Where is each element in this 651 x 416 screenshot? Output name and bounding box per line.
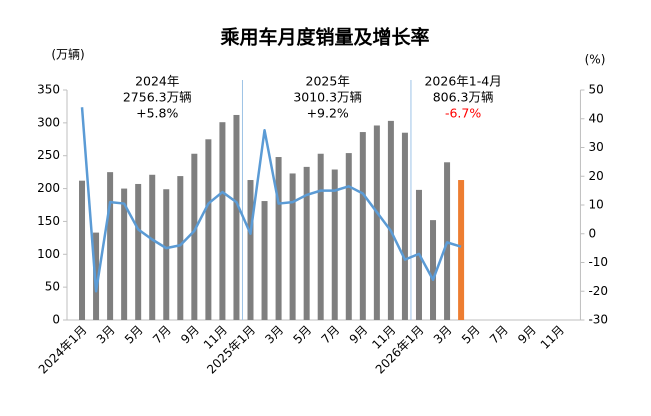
bar: [373, 125, 380, 320]
bar: [79, 180, 86, 320]
annotation-volume: 3010.3万辆: [293, 90, 362, 105]
bar: [458, 180, 465, 320]
bar: [233, 114, 240, 320]
bar: [177, 176, 184, 320]
bar: [107, 172, 114, 320]
bar: [149, 174, 156, 320]
x-tick-label: 2024年1月: [36, 323, 90, 377]
y2-tick-label: -30: [588, 313, 608, 327]
x-tick-label: 9月: [347, 323, 371, 347]
y-tick-label: 50: [45, 280, 60, 294]
annotation-growth: -6.7%: [445, 106, 481, 121]
y2-tick-label: 10: [588, 198, 603, 212]
x-tick-label: 5月: [122, 323, 146, 347]
y-tick-label: 350: [37, 83, 60, 97]
y2-tick-label: 40: [588, 111, 603, 125]
annotation-volume: 2756.3万辆: [123, 90, 192, 105]
y2-tick-label: 0: [588, 226, 596, 240]
bar: [331, 169, 338, 320]
bar: [275, 157, 282, 320]
y-tick-label: 300: [37, 115, 60, 129]
x-tick-label: 7月: [319, 323, 343, 347]
bar: [303, 166, 310, 320]
growth-line: [80, 107, 462, 293]
bar: [359, 132, 366, 320]
bar: [135, 183, 142, 320]
bar: [205, 139, 212, 320]
y2-axis-label: (%): [585, 53, 606, 67]
annotation-volume: 806.3万辆: [433, 90, 494, 105]
bar: [289, 173, 296, 320]
x-tick-label: 11月: [538, 323, 567, 352]
x-tick-label: 5月: [459, 323, 483, 347]
x-tick-label: 9月: [178, 323, 202, 347]
x-tick-label: 7月: [150, 323, 174, 347]
y-tick-label: 200: [37, 181, 60, 195]
bar: [219, 122, 226, 320]
bar: [191, 153, 198, 320]
y2-tick-label: 30: [588, 140, 603, 154]
bar: [247, 180, 254, 320]
y-tick-label: 250: [37, 148, 60, 162]
x-tick-label: 3月: [262, 323, 286, 347]
y-tick-label: 0: [52, 313, 60, 327]
bar: [387, 120, 394, 320]
y2-tick-label: 50: [588, 83, 603, 97]
x-tick-label: 3月: [431, 323, 455, 347]
bar: [401, 132, 408, 320]
y-tick-label: 150: [37, 214, 60, 228]
annotation-period: 2026年1-4月: [424, 74, 501, 89]
y2-tick-label: -20: [588, 284, 608, 298]
annotation-growth: +9.2%: [307, 106, 349, 121]
x-tick-label: 5月: [290, 323, 314, 347]
x-tick-label: 3月: [94, 323, 118, 347]
chart-title: 乘用车月度销量及增长率: [219, 26, 429, 49]
bar: [317, 153, 324, 320]
x-tick-label: 9月: [515, 323, 539, 347]
bar: [163, 189, 170, 320]
bar: [121, 188, 128, 320]
bar: [261, 201, 268, 320]
annotation-period: 2024年: [135, 74, 179, 89]
x-tick-label: 7月: [487, 323, 511, 347]
y2-tick-label: -10: [588, 255, 608, 269]
y-axis-label: (万辆): [51, 48, 84, 62]
y2-tick-label: 20: [588, 169, 603, 183]
annotation-period: 2025年: [306, 74, 350, 89]
bar: [430, 220, 437, 320]
bar: [345, 153, 352, 320]
annotation-growth: +5.8%: [136, 106, 178, 121]
y-tick-label: 100: [37, 247, 60, 261]
